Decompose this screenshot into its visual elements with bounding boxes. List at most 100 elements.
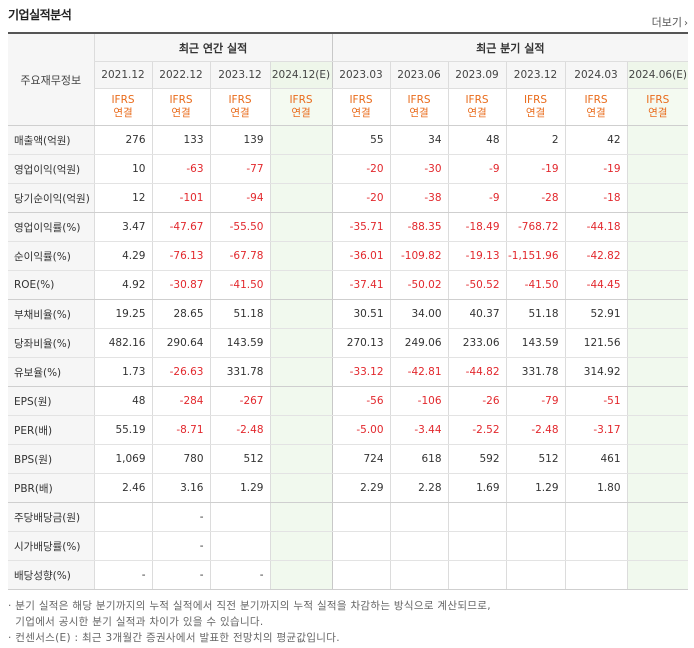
- cell-value: -: [151, 560, 210, 590]
- row-label[interactable]: 배당성향(%): [8, 560, 94, 590]
- cell-value: -55.50: [209, 212, 270, 242]
- cell-value: 121.56: [564, 328, 628, 358]
- cell-value: [331, 560, 391, 590]
- cell-value: [626, 386, 689, 416]
- cell-value: 143.59: [505, 328, 566, 358]
- cell-value: -67.78: [209, 241, 270, 271]
- cell-value: -38: [389, 183, 449, 213]
- cell-value: [269, 531, 333, 561]
- cell-value: 1,069: [93, 444, 152, 474]
- cell-value: [626, 357, 689, 387]
- cell-value: [269, 183, 333, 213]
- cell-value: [93, 531, 152, 561]
- cell-value: -26.63: [151, 357, 210, 387]
- cell-value: [269, 154, 333, 184]
- cell-value: -33.12: [331, 357, 391, 387]
- cell-value: -37.41: [331, 270, 391, 300]
- cell-value: -20: [331, 154, 391, 184]
- ifrs-top: IFRS: [646, 94, 670, 106]
- table-row: ROE(%) 4.92 -30.87 -41.50 -37.41 -50.02 -50.52…: [8, 270, 689, 300]
- cell-value: 28.65: [151, 299, 210, 329]
- cell-value: [269, 560, 333, 590]
- ifrs-label: IFRS 연결: [564, 88, 628, 126]
- table-row: 순이익률(%) 4.29 -76.13 -67.78 -36.01 -109.82 -19.…: [8, 241, 689, 271]
- cell-value: 34.00: [389, 299, 449, 329]
- cell-value: -2.48: [505, 415, 566, 445]
- cell-value: 482.16: [93, 328, 152, 358]
- cell-value: 34: [389, 125, 449, 155]
- corner-label: 주요재무정보: [8, 34, 94, 126]
- cell-value: 331.78: [505, 357, 566, 387]
- period-header: 2024.03: [564, 61, 628, 89]
- section-title: 기업실적분석: [8, 8, 72, 22]
- cell-value: 40.37: [447, 299, 507, 329]
- period-header: 2023.12: [209, 61, 270, 89]
- footnote-3: · 컨센서스(E) : 최근 3개월간 증권사에서 발표한 전망치의 평균값입니…: [8, 632, 340, 644]
- cell-value: [269, 473, 333, 503]
- row-label[interactable]: 매출액(억원): [8, 125, 94, 155]
- ifrs-top: IFRS: [407, 94, 431, 106]
- chevron-right-icon[interactable]: ›: [684, 18, 688, 29]
- cell-value: -94: [209, 183, 270, 213]
- table-row: 배당성향(%) - - -: [8, 560, 689, 590]
- row-label[interactable]: 주당배당금(원): [8, 502, 94, 532]
- table-row: 시가배당률(%) -: [8, 531, 689, 561]
- row-label[interactable]: EPS(원): [8, 386, 94, 416]
- row-label[interactable]: 당좌비율(%): [8, 328, 94, 358]
- cell-value: [269, 241, 333, 271]
- period-header: 2024.12(E): [269, 61, 333, 89]
- cell-value: -18.49: [447, 212, 507, 242]
- row-label[interactable]: 유보율(%): [8, 357, 94, 387]
- cell-value: [626, 270, 689, 300]
- cell-value: [269, 386, 333, 416]
- cell-value: [447, 560, 507, 590]
- cell-value: [389, 531, 449, 561]
- cell-value: -42.81: [389, 357, 449, 387]
- cell-value: [626, 125, 689, 155]
- cell-value: -106: [389, 386, 449, 416]
- cell-value: -77: [209, 154, 270, 184]
- period-header: 2023.09: [447, 61, 507, 89]
- row-label[interactable]: 시가배당률(%): [8, 531, 94, 561]
- row-label[interactable]: 영업이익률(%): [8, 212, 94, 242]
- cell-value: -42.82: [564, 241, 628, 271]
- cell-value: [269, 444, 333, 474]
- period-header: 2023.06: [389, 61, 449, 89]
- row-label[interactable]: 부채비율(%): [8, 299, 94, 329]
- cell-value: 51.18: [505, 299, 566, 329]
- cell-value: -2.48: [209, 415, 270, 445]
- row-label[interactable]: PBR(배): [8, 473, 94, 503]
- ifrs-label: IFRS 연결: [209, 88, 270, 126]
- cell-value: 48: [447, 125, 507, 155]
- row-label[interactable]: ROE(%): [8, 270, 94, 300]
- cell-value: [626, 502, 689, 532]
- cell-value: [269, 125, 333, 155]
- row-label[interactable]: BPS(원): [8, 444, 94, 474]
- ifrs-bottom: 연결: [409, 107, 429, 119]
- cell-value: [505, 502, 566, 532]
- cell-value: 592: [447, 444, 507, 474]
- footnote-2: 기업에서 공시한 분기 실적과 차이가 있을 수 있습니다.: [15, 616, 264, 628]
- table-row: 주당배당금(원) -: [8, 502, 689, 532]
- ifrs-bottom: 연결: [291, 107, 311, 119]
- footnote-1: · 분기 실적은 해당 분기까지의 누적 실적에서 직전 분기까지의 누적 실적…: [8, 600, 491, 612]
- cell-value: 51.18: [209, 299, 270, 329]
- row-label[interactable]: 순이익률(%): [8, 241, 94, 271]
- cell-value: -50.02: [389, 270, 449, 300]
- cell-value: -109.82: [389, 241, 449, 271]
- ifrs-top: IFRS: [523, 94, 548, 106]
- cell-value: 512: [505, 444, 566, 474]
- cell-value: 52.91: [564, 299, 628, 329]
- cell-value: 270.13: [331, 328, 391, 358]
- ifrs-top: IFRS: [228, 94, 252, 106]
- cell-value: -76.13: [151, 241, 210, 271]
- cell-value: -5.00: [331, 415, 391, 445]
- row-label[interactable]: 영업이익(억원): [8, 154, 94, 184]
- table-row: 유보율(%) 1.73 -26.63 331.78 -33.12 -42.81 -44.82…: [8, 357, 689, 387]
- more-link[interactable]: 더보기 ›: [652, 14, 688, 30]
- cell-value: -30: [389, 154, 449, 184]
- row-label[interactable]: 당기순이익(억원): [8, 183, 94, 213]
- row-label[interactable]: PER(배): [8, 415, 94, 445]
- cell-value: [626, 415, 689, 445]
- more-label[interactable]: 더보기: [651, 16, 682, 29]
